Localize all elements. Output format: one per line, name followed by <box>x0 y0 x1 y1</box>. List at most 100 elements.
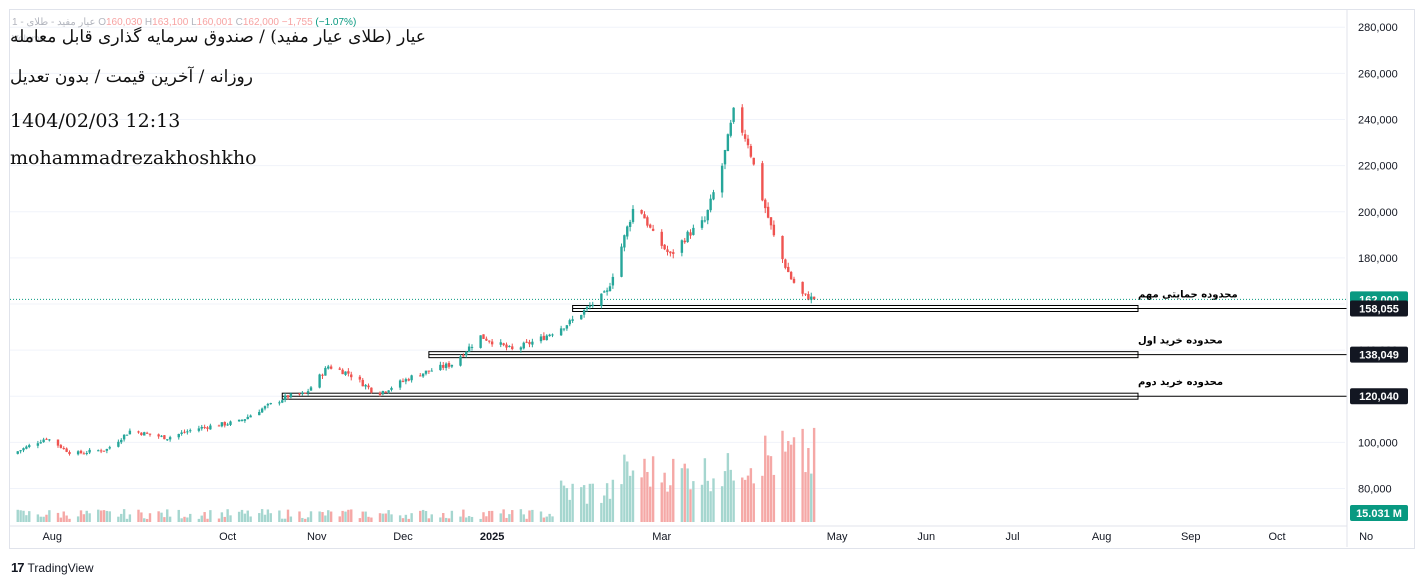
volume-bar <box>128 514 132 522</box>
volume-bar <box>226 509 229 522</box>
volume-bar <box>384 513 387 522</box>
candle-body <box>522 342 525 349</box>
volume-bar <box>430 514 433 522</box>
candle-body <box>424 370 428 374</box>
candle-body <box>683 240 686 243</box>
candle-body <box>551 334 554 336</box>
candle-body <box>269 403 272 405</box>
candle-body <box>281 400 284 403</box>
candle-body <box>723 150 727 165</box>
candle-body <box>784 259 787 268</box>
zone-price-badge: 120,040 <box>1359 391 1399 403</box>
volume-bar <box>387 510 390 522</box>
candle-body <box>36 443 40 446</box>
volume-bar <box>801 428 804 522</box>
candle-body <box>525 341 528 343</box>
volume-bar <box>812 427 816 522</box>
volume-bar <box>283 518 287 522</box>
volume-bar <box>370 517 373 522</box>
candle-body <box>249 415 252 418</box>
volume-bar <box>102 510 106 522</box>
volume-bar <box>470 516 474 522</box>
candle-body <box>427 370 431 372</box>
candle-body <box>327 366 330 369</box>
volume-bar <box>301 517 304 522</box>
volume-bar <box>565 488 569 522</box>
volume-bar <box>220 512 224 522</box>
candle-body <box>76 451 80 455</box>
candle-body <box>442 365 445 368</box>
time-tick-label: May <box>827 531 848 543</box>
candle-body <box>200 426 203 429</box>
ohlc-low: 160,001 <box>196 17 233 28</box>
volume-bar <box>358 518 362 522</box>
volume-bar <box>42 516 45 522</box>
volume-bar <box>122 509 126 522</box>
volume-bar <box>364 511 367 522</box>
volume-bar <box>680 468 684 522</box>
volume-bar <box>551 516 554 522</box>
candle-body <box>189 430 192 432</box>
candle-body <box>163 435 166 440</box>
chart-frame[interactable] <box>9 9 1415 549</box>
ohlc-open: 160,030 <box>105 17 143 28</box>
volume-bar <box>769 456 773 522</box>
candle-body <box>108 447 111 449</box>
candle-body <box>378 392 382 395</box>
ohlc-legend: 1 - عیار مفید - طلای O160,030 H163,100 L… <box>12 17 356 28</box>
volume-bar <box>321 512 324 522</box>
candle-body <box>603 291 606 293</box>
candle-body <box>65 448 68 452</box>
volume-bar <box>531 509 534 522</box>
volume-bar <box>105 510 109 522</box>
volume-bar <box>447 518 451 522</box>
volume-bar <box>145 518 149 522</box>
volume-bar <box>16 509 19 522</box>
candle-body <box>764 199 767 209</box>
candle-body <box>260 408 264 413</box>
volume-bar <box>709 491 712 522</box>
candle-body <box>318 374 321 388</box>
volume-bar <box>329 511 333 522</box>
price-tick-label: 200,000 <box>1358 207 1398 219</box>
volume-bar <box>28 511 31 522</box>
volume-bar <box>85 510 88 522</box>
chart-author: mohammadrezakhoshkho <box>10 147 257 169</box>
candle-body <box>499 342 502 345</box>
volume-bar <box>692 481 695 522</box>
candle-body <box>246 416 249 420</box>
candle-body <box>166 439 169 441</box>
candle-body <box>479 335 482 348</box>
candle-body <box>611 276 615 286</box>
candle-body <box>746 138 750 146</box>
volume-bar <box>157 511 160 522</box>
volume-bar <box>209 510 212 522</box>
volume-bar <box>398 515 402 522</box>
volume-bar <box>442 513 445 522</box>
candle-body <box>519 347 523 350</box>
candle-body <box>148 433 152 435</box>
candle-body <box>390 387 393 390</box>
volume-bar <box>338 516 341 522</box>
volume-bar <box>752 483 755 522</box>
candle-body <box>157 434 160 437</box>
tradingview-logo[interactable]: 17 TradingView <box>11 560 94 575</box>
volume-bar <box>344 511 347 522</box>
volume-bar <box>810 473 813 522</box>
volume-bar <box>588 483 592 522</box>
candle-body <box>309 387 313 391</box>
candle-body <box>807 294 810 300</box>
volume-bar <box>206 518 209 522</box>
candle-body <box>712 192 715 200</box>
candle-body <box>367 385 370 388</box>
volume-bar <box>166 509 169 522</box>
candle-body <box>766 206 770 218</box>
candle-body <box>568 320 571 325</box>
volume-bar <box>108 511 111 522</box>
candle-body <box>338 368 341 370</box>
volume-bar <box>120 513 123 522</box>
candle-body <box>643 214 646 219</box>
candle-body <box>559 328 563 336</box>
volume-bar <box>286 509 290 522</box>
